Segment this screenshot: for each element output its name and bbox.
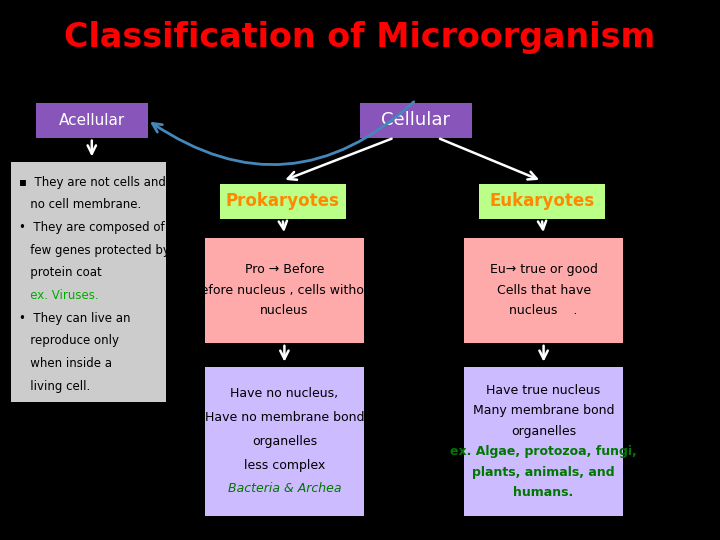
Text: Pro → Before: Pro → Before xyxy=(245,263,324,276)
FancyBboxPatch shape xyxy=(479,184,605,219)
Text: Cellular: Cellular xyxy=(382,111,450,129)
Text: protein coat: protein coat xyxy=(19,266,102,279)
Text: ex. Algae, protozoa, fungi,: ex. Algae, protozoa, fungi, xyxy=(450,445,637,458)
Text: Have no membrane bond: Have no membrane bond xyxy=(204,411,364,424)
Text: Cells that have: Cells that have xyxy=(497,284,590,297)
Text: few genes protected by a: few genes protected by a xyxy=(19,244,181,256)
Text: •  They can live an: • They can live an xyxy=(19,312,131,325)
Text: Have no nucleus,: Have no nucleus, xyxy=(230,387,338,401)
Text: Acellular: Acellular xyxy=(58,113,125,127)
Text: Bacteria & Archea: Bacteria & Archea xyxy=(228,482,341,496)
Text: ▪  They are not cells and have: ▪ They are not cells and have xyxy=(19,176,199,188)
Text: humans.: humans. xyxy=(513,486,574,500)
FancyBboxPatch shape xyxy=(36,103,148,138)
Text: plants, animals, and: plants, animals, and xyxy=(472,465,615,479)
Text: when inside a: when inside a xyxy=(19,357,112,370)
Text: ex. Viruses.: ex. Viruses. xyxy=(19,289,99,302)
FancyBboxPatch shape xyxy=(464,367,623,516)
Text: reproduce only: reproduce only xyxy=(19,334,120,347)
Text: nucleus: nucleus xyxy=(260,304,309,318)
Text: organelles: organelles xyxy=(252,435,317,448)
Text: nucleus    .: nucleus . xyxy=(510,304,577,318)
Text: Classification of Microorganism: Classification of Microorganism xyxy=(64,21,656,55)
Text: organelles: organelles xyxy=(511,424,576,438)
FancyBboxPatch shape xyxy=(220,184,346,219)
FancyBboxPatch shape xyxy=(11,162,166,402)
Text: Many membrane bond: Many membrane bond xyxy=(473,404,614,417)
FancyBboxPatch shape xyxy=(205,238,364,343)
Text: Prokaryotes: Prokaryotes xyxy=(225,192,340,210)
Text: •  They are composed of: • They are composed of xyxy=(19,221,165,234)
Text: Have true nucleus: Have true nucleus xyxy=(487,383,600,397)
Text: Before nucleus , cells without: Before nucleus , cells without xyxy=(192,284,377,297)
Text: living cell.: living cell. xyxy=(19,380,91,393)
Text: Eukaryotes: Eukaryotes xyxy=(489,192,595,210)
FancyBboxPatch shape xyxy=(464,238,623,343)
FancyBboxPatch shape xyxy=(360,103,472,138)
Text: Eu→ true or good: Eu→ true or good xyxy=(490,263,598,276)
Text: no cell membrane.: no cell membrane. xyxy=(19,198,142,211)
FancyBboxPatch shape xyxy=(205,367,364,516)
Text: less complex: less complex xyxy=(244,458,325,472)
